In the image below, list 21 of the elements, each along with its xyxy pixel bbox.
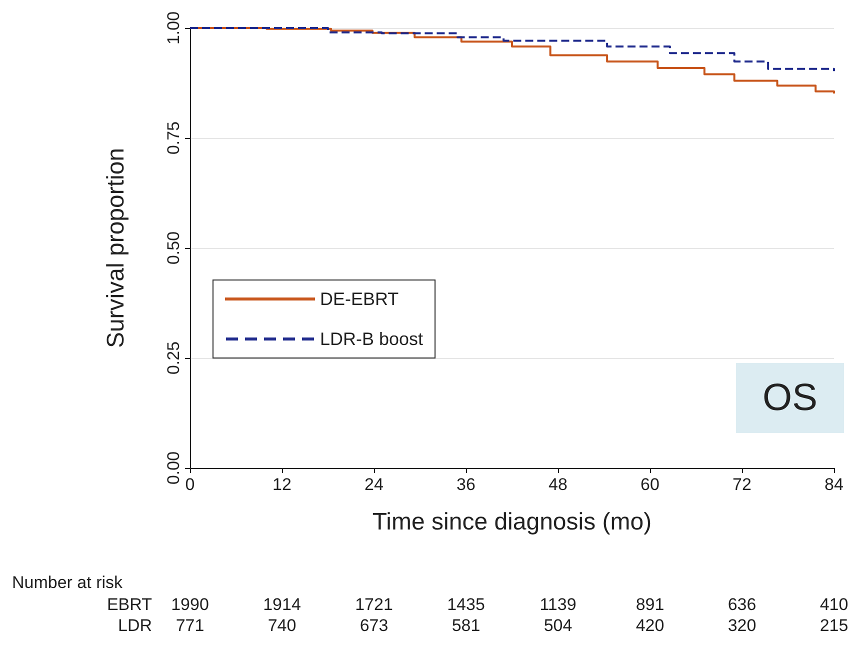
y-axis-title: Survival proportion	[102, 148, 130, 348]
x-tick-label: 48	[548, 475, 568, 494]
text: LDR 771 740 673 581 504 420 320 215	[118, 616, 848, 635]
y-tick-label: 1.00	[164, 11, 183, 45]
text: Number at risk	[12, 573, 124, 592]
legend-label: LDR-B boost	[320, 329, 424, 349]
y-tick-label: 0.50	[164, 231, 183, 265]
x-tick-label: 72	[732, 475, 752, 494]
x-tick-label: 84	[824, 475, 844, 494]
x-tick-label: 36	[456, 475, 476, 494]
y-tick-label: 0.25	[164, 341, 183, 375]
legend-label: DE-EBRT	[320, 289, 399, 309]
x-tick-label: 0	[185, 475, 195, 494]
x-axis-title: Time since diagnosis (mo)	[372, 508, 652, 536]
y-tick-label: 0.75	[164, 121, 183, 155]
x-tick-label: 60	[640, 475, 660, 494]
x-tick-label: 12	[272, 475, 292, 494]
y-tick-label: 0.00	[164, 451, 183, 485]
annotation: OS	[762, 377, 818, 419]
x-tick-label: 24	[364, 475, 384, 494]
text: EBRT 1990 1914 1721 1435 1139 891 636 410	[106, 595, 848, 614]
